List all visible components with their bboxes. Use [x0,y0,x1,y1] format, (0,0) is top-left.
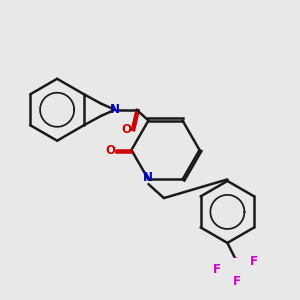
Text: N: N [110,103,120,116]
Text: F: F [250,255,258,268]
Text: O: O [121,123,131,136]
Text: F: F [213,263,220,276]
Text: O: O [105,143,116,157]
Text: F: F [233,275,241,288]
Text: N: N [143,171,153,184]
